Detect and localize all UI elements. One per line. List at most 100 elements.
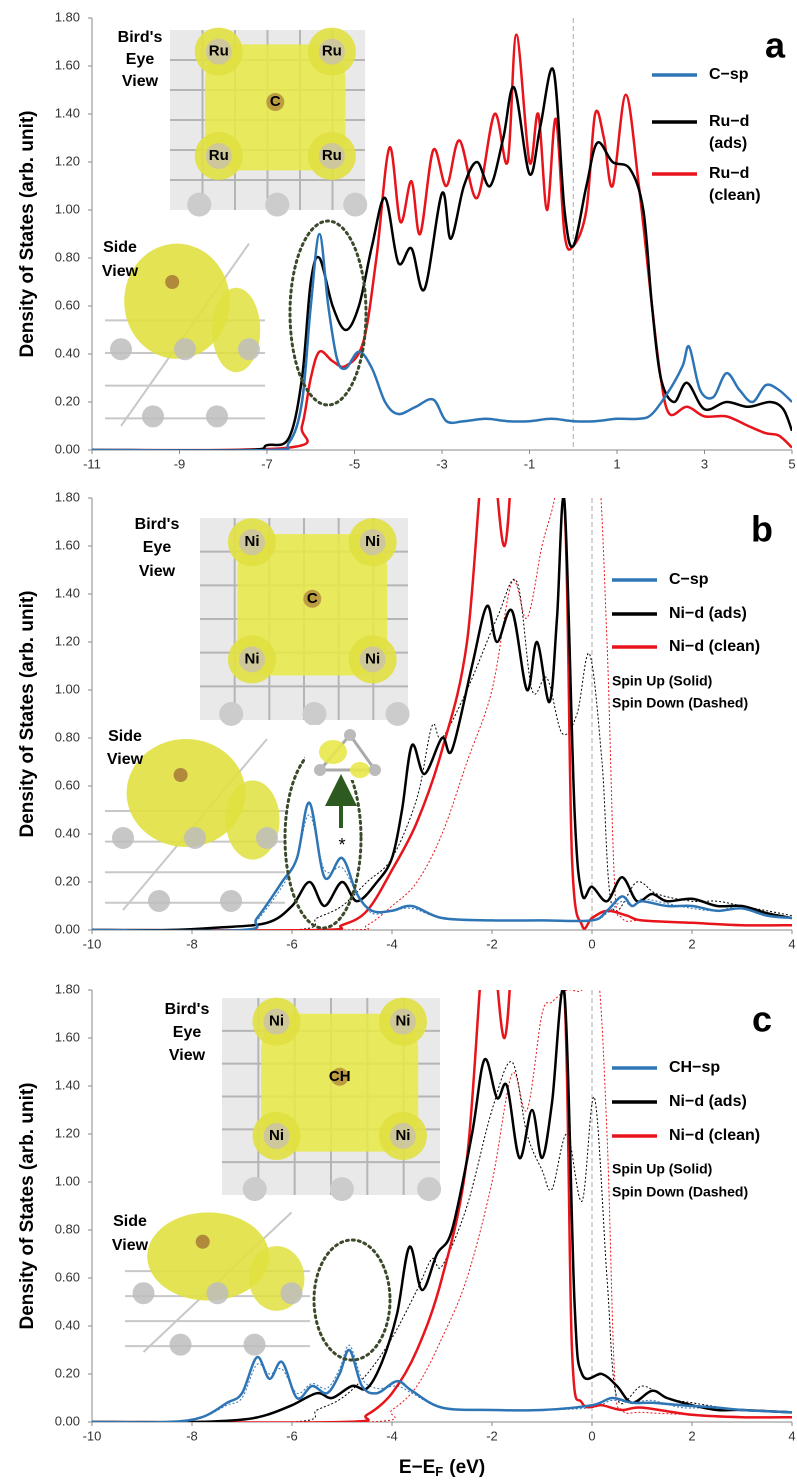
line [92,990,792,1422]
x-axis-label-part: F [435,1464,443,1479]
inset-label: Eye [126,51,155,68]
atom [359,529,386,556]
atom [266,93,285,111]
x-tick-label: 3 [701,456,708,471]
y-tick-label: 1.60 [55,1029,80,1044]
atom-label: Ru [322,43,342,60]
y-tick-label: 0.40 [55,1317,80,1332]
y-tick-label: 0.40 [55,345,80,360]
orbital-lobe [319,740,347,764]
inset-label: View [169,1047,206,1064]
atom [220,890,242,912]
x-tick-label: -6 [286,936,298,951]
y-tick-label: 0.00 [55,1413,80,1428]
y-tick-label: 1.80 [55,9,80,24]
inset: Side View [112,1205,310,1356]
y-tick-label: 1.60 [55,537,80,552]
atom [318,143,345,169]
atom [303,589,322,608]
x-tick-label: 4 [788,936,795,951]
y-tick-label: 0.60 [55,777,80,792]
y-tick-label: 1.20 [55,633,80,648]
x-tick-label: -5 [349,456,361,471]
x-tick-label: 5 [788,456,795,471]
x-tick-label: -2 [486,936,498,951]
inset: Ni Ni C Ni Ni Bird's Eye View [135,516,410,726]
x-axis-label-part: E−E [399,1457,435,1478]
inset-label: Eye [173,1024,202,1041]
note: Spin Down (Dashed) [612,1184,748,1200]
y-tick-label: 0.80 [55,249,80,264]
atom [242,1177,267,1202]
y-tick-label: 0.80 [55,729,80,744]
legend-label: Ni−d (ads) [669,1093,747,1110]
bond [348,734,377,771]
legend-label: Ni−d (clean) [669,1127,760,1144]
orbital-lobe [212,287,261,373]
orbital-lobe [350,762,370,778]
atom [344,729,356,741]
y-tick-label: 1.80 [55,489,80,504]
atom [243,1333,266,1356]
y-tick-label: 0.20 [55,873,80,888]
y-tick-label: 1.00 [55,201,80,216]
orbital-blob [126,739,246,847]
y-tick-label: 0.20 [55,393,80,408]
inset-label: View [112,1237,149,1254]
y-tick-label: 0.00 [55,921,80,936]
y-axis-label: Density of States (arb. unit) [17,110,38,357]
atom-label: Ru [209,43,229,60]
x-tick-label: -2 [486,1428,498,1443]
y-axis-label: Density of States (arb. unit) [17,590,38,837]
inset-label: Eye [143,539,172,556]
atom [417,1177,442,1202]
atom-label: Ni [365,650,380,667]
marker-label: * [338,835,345,855]
panel-label: b [751,509,773,550]
panel-label: c [752,999,772,1040]
x-tick-label: 4 [788,1428,795,1443]
inset-label: View [102,263,139,280]
atom-label: Ru [322,147,342,164]
legend-label: C−sp [669,571,709,588]
x-tick-label: -3 [436,456,448,471]
atom [343,192,368,217]
inset: Ni Ni CH Ni Ni Bird's Eye View [165,997,442,1202]
atom [184,827,206,849]
x-tick-label: -4 [386,936,398,951]
inset: Side View [102,234,265,428]
atom [385,701,410,726]
y-tick-label: 0.60 [55,297,80,312]
inset-label: View [122,73,159,90]
legend-label: Ru−d (ads) [709,113,754,152]
y-tick-label: 0.80 [55,1221,80,1236]
y-tick-label: 1.40 [55,585,80,600]
atom [280,1282,303,1305]
atom [302,701,327,726]
atom [132,1282,155,1305]
atom [256,827,278,849]
panel-label: a [765,25,786,66]
atom-label: Ni [245,533,260,550]
x-tick-label: -1 [524,456,536,471]
atom [142,405,164,428]
atom [329,1177,354,1202]
line [92,1348,792,1422]
atom [205,38,232,65]
y-tick-label: 0.00 [55,441,80,456]
x-tick-label: 2 [688,936,695,951]
line [92,801,792,930]
atom [239,646,265,673]
y-tick-label: 1.60 [55,57,80,72]
line [92,498,792,930]
atom-label: Ni [395,1013,410,1030]
x-tick-label: 0 [588,1428,595,1443]
atom [219,701,244,726]
spin-down-line [92,1344,792,1422]
atom [173,768,188,782]
highlight-ellipse [312,1238,392,1362]
y-tick-label: 1.00 [55,681,80,696]
legend-label: Ru−d (clean) [709,165,761,204]
atom [205,143,232,169]
atom-label: Ni [269,1013,284,1030]
